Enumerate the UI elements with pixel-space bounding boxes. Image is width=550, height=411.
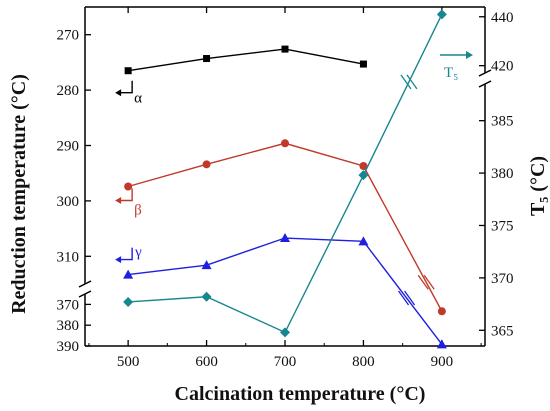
left-axis-break-mark [78,280,92,288]
left-tick-label: 290 [57,139,80,155]
left-tick-label: 300 [57,194,80,210]
data-point [124,67,132,75]
series-break-mark [400,74,412,90]
right-axis-break-mark [478,80,492,88]
right-tick-label: 375 [491,218,514,234]
series-square [124,45,367,75]
data-point [123,269,134,279]
series-name-label: α [134,91,142,107]
data-point [437,307,446,316]
right-axis-break-mark [478,69,492,77]
series-circle [124,139,446,316]
annotation-arrow [118,247,133,261]
annotation-γ: γ [115,245,142,264]
left-tick-label: 280 [57,83,80,99]
series-line [128,48,364,72]
series-name-label: T₅ [444,65,458,81]
right-tick-label: 385 [491,114,514,130]
data-point [281,139,289,148]
data-point [203,55,211,63]
series-line [127,142,443,312]
series-triangle [123,233,447,349]
data-point [124,182,133,191]
annotation-T5: T₅ [440,51,473,81]
data-point [201,260,212,270]
right-y-axis-title: T₅ (°C) [527,156,549,216]
left-tick-label: 370 [57,297,80,313]
left-tick-label: 380 [57,318,80,334]
right-tick-label: 380 [491,166,514,182]
data-point [358,170,369,181]
series-name-label: β [134,202,142,218]
x-tick-label: 700 [274,354,297,370]
data-point [358,236,369,246]
x-axis: 500 600 700 800 900 [88,7,482,370]
right-y-axis: 365 370 375 380 385 420 440 [479,10,514,339]
data-point [280,233,290,243]
series-break-mark [406,74,418,90]
right-tick-label: 440 [491,10,514,26]
left-tick-label: 390 [57,339,80,355]
data-point [202,160,211,169]
data-point [359,60,367,68]
arrow-head [115,196,122,204]
left-y-axis-title: Reduction temperature (°C) [8,74,30,314]
x-tick-label: 800 [352,354,375,370]
data-point [201,291,212,302]
right-tick-label: 370 [491,271,514,287]
x-tick-label: 900 [431,354,454,370]
left-y-axis: 270 280 290 300 310 370 380 390 [57,28,91,355]
data-point [281,45,289,53]
series-diamond [123,9,447,338]
data-point [436,339,447,349]
left-axis-break-mark [78,290,92,298]
arrow-head [115,89,122,97]
left-tick-label: 270 [57,28,80,44]
data-point [359,161,368,170]
arrow-head [115,256,122,264]
series-break-mark [398,290,410,306]
series-break-mark [423,274,435,290]
series-break-mark [417,274,429,290]
annotation-β: β [115,188,142,218]
left-tick-label: 310 [57,249,80,265]
series-break-mark [404,290,416,306]
data-point [123,296,134,307]
data-point [436,9,447,20]
annotation-α: α [115,80,142,107]
x-axis-title: Calcination temperature (°C) [175,383,426,405]
series-annotations: α β γ T₅ [115,51,473,264]
series-lines [123,9,447,349]
x-tick-label: 500 [117,354,140,370]
arrow-head [466,51,473,59]
plot-frame [78,6,492,347]
data-point [280,327,290,338]
right-tick-label: 365 [491,323,514,339]
right-tick-label: 420 [491,59,514,75]
x-tick-label: 600 [195,354,218,370]
series-name-label: γ [134,245,142,261]
annotation-arrow [118,80,133,94]
annotation-arrow [118,188,133,202]
